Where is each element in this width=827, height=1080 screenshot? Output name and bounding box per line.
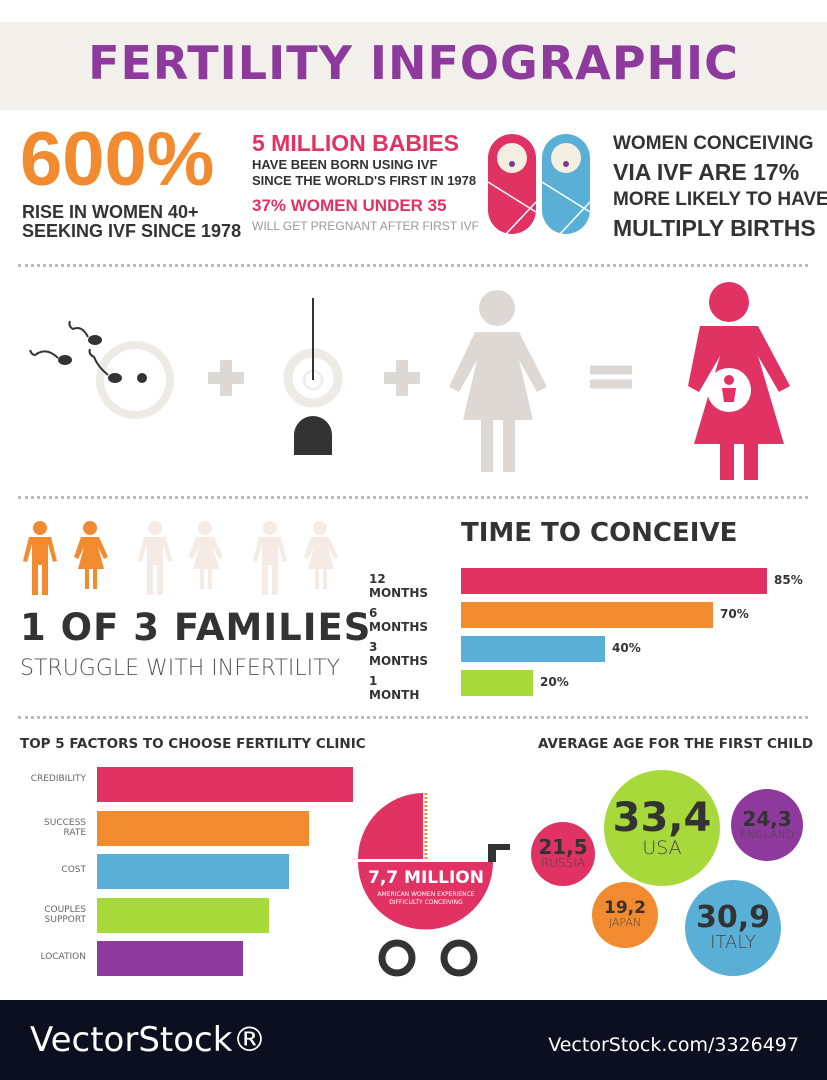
bar xyxy=(461,636,605,662)
bar xyxy=(461,670,533,696)
bar-value-label: 20% xyxy=(540,675,569,689)
sperm-egg-icon xyxy=(29,320,174,419)
bubble-russia: 21,5 RUSSIA xyxy=(531,822,595,886)
plus-icon xyxy=(208,360,244,396)
bar xyxy=(97,897,269,933)
swaddled-babies-icon xyxy=(487,134,591,235)
bar-label: 3 MONTHS xyxy=(369,640,429,668)
families-icon-group xyxy=(23,521,338,595)
stat-women-under-35: 37% WOMEN UNDER 35 xyxy=(252,196,447,215)
woman-icon xyxy=(304,521,338,589)
bar xyxy=(97,854,289,889)
bubble-country: ENGLAND xyxy=(739,827,795,841)
caption-line: MULTIPLY BIRTHS xyxy=(613,215,816,241)
woman-icon xyxy=(449,290,547,472)
families-headline: 1 OF 3 FAMILIES xyxy=(20,606,372,649)
caption-line: AMERICAN WOMEN EXPERIENCE xyxy=(377,891,475,898)
stat-women-caption: WILL GET PREGNANT AFTER FIRST IVF xyxy=(252,219,479,233)
injection-icon xyxy=(283,298,343,455)
footer-bar: VectorStock® VectorStock.com/3326497 xyxy=(0,1000,827,1080)
bubble-value: 30,9 xyxy=(695,900,771,936)
bubble-value: 24,3 xyxy=(742,806,792,831)
caption-line: SEEKING IVF SINCE 1978 xyxy=(22,221,242,241)
bubble-england: 24,3 ENGLAND xyxy=(731,789,803,861)
bubble-usa: 33,4 USA xyxy=(604,770,720,886)
bubble-country: ITALY xyxy=(710,932,756,954)
bar-label: SUCCESS RATE xyxy=(44,817,86,838)
equals-icon xyxy=(590,365,632,389)
bubble-japan: 19,2 JAPAN xyxy=(592,882,658,948)
caption-line: MORE LIKELY TO HAVE xyxy=(613,189,827,210)
man-icon xyxy=(253,521,287,595)
woman-icon xyxy=(74,521,108,589)
caption-line: HAVE BEEN BORN USING IVF xyxy=(252,157,438,172)
bubble-country: RUSSIA xyxy=(540,856,586,871)
caption-line: VIA IVF ARE 17% xyxy=(613,159,800,185)
stat-600-caption: RISE IN WOMEN 40+ SEEKING IVF SINCE 1978 xyxy=(22,203,241,241)
average-age-title: AVERAGE AGE FOR THE FIRST CHILD xyxy=(538,736,814,752)
man-icon xyxy=(138,521,172,595)
divider xyxy=(18,716,808,719)
stat-multiple-births: WOMEN CONCEIVING VIA IVF ARE 17% MORE LI… xyxy=(613,130,827,242)
bar-value-label: 70% xyxy=(720,607,749,621)
caption-line: SINCE THE WORLD'S FIRST IN 1978 xyxy=(252,173,477,188)
bar xyxy=(97,941,243,976)
bar-label: 1 MONTH xyxy=(369,674,420,702)
man-icon xyxy=(23,521,57,595)
stroller-caption: AMERICAN WOMEN EXPERIENCE DIFFICULTY CONC… xyxy=(358,891,494,907)
bar xyxy=(97,810,310,846)
woman-icon xyxy=(189,521,223,589)
pregnant-woman-icon xyxy=(688,282,790,480)
bar-value-label: 40% xyxy=(612,641,641,655)
page-title: FERTILITY INFOGRAPHIC xyxy=(88,36,739,90)
bar-label: COST xyxy=(61,865,86,875)
stroller-value: 7,7 MILLION xyxy=(368,868,484,888)
bubble-value: 21,5 xyxy=(538,835,588,860)
bar xyxy=(461,602,713,628)
bubble-value: 19,2 xyxy=(604,898,646,919)
bar-label: 6 MONTHS xyxy=(369,606,429,634)
watermark-brand: VectorStock® xyxy=(30,1020,267,1060)
stroller-icon xyxy=(358,793,510,977)
bar xyxy=(461,568,767,594)
divider xyxy=(18,264,808,267)
bar-label: LOCATION xyxy=(40,952,87,962)
plus-icon xyxy=(384,360,420,396)
stat-babies-caption: HAVE BEEN BORN USING IVF SINCE THE WORLD'… xyxy=(252,157,476,189)
stat-babies: 5 MILLION BABIES xyxy=(252,130,460,156)
bar-label: CREDIBILITY xyxy=(30,774,86,784)
divider xyxy=(18,496,808,499)
caption-line: WOMEN CONCEIVING xyxy=(613,133,814,154)
caption-line: DIFFICULTY CONCEIVING xyxy=(389,899,463,906)
stat-600-percent: 600% xyxy=(20,117,215,202)
caption-line: RISE IN WOMEN 40+ xyxy=(22,202,199,222)
bar-value-label: 85% xyxy=(774,573,803,587)
factors-title: TOP 5 FACTORS TO CHOOSE FERTILITY CLINIC xyxy=(20,736,366,752)
bubble-value: 33,4 xyxy=(612,794,712,841)
bar-label: 12 MONTHS xyxy=(369,572,429,600)
bubble-country: JAPAN xyxy=(608,916,642,930)
time-to-conceive-title: TIME TO CONCEIVE xyxy=(461,518,738,548)
bubble-italy: 30,9 ITALY xyxy=(685,880,781,976)
watermark-id: VectorStock.com/3326497 xyxy=(548,1034,799,1056)
families-subtitle: STRUGGLE WITH INFERTILITY xyxy=(20,656,340,681)
bar-label: COUPLES SUPPORT xyxy=(44,904,86,925)
header-band xyxy=(0,22,827,110)
bar xyxy=(97,767,353,802)
bubble-country: USA xyxy=(642,836,682,859)
ivf-equation-illustration xyxy=(29,282,790,480)
